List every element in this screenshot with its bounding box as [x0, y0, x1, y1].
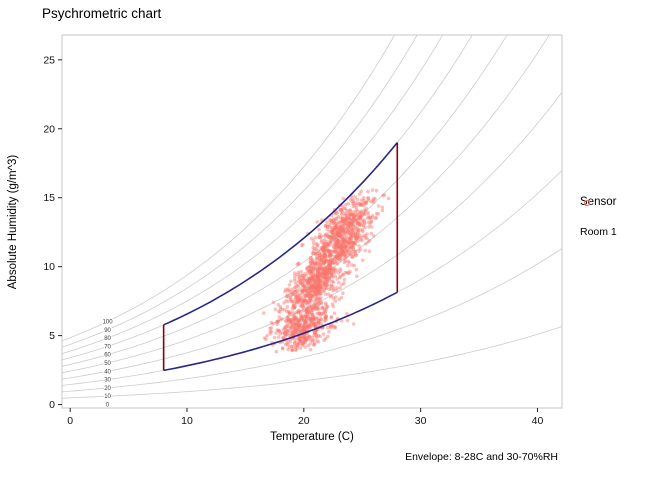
svg-text:5: 5 [49, 330, 55, 342]
legend-point-icon [583, 199, 591, 207]
svg-text:40: 40 [532, 415, 544, 427]
svg-text:30: 30 [104, 378, 111, 384]
svg-text:90: 90 [104, 328, 111, 334]
svg-text:20: 20 [43, 123, 55, 135]
svg-text:100: 100 [103, 319, 114, 325]
svg-text:70: 70 [104, 344, 111, 350]
svg-text:10: 10 [104, 394, 111, 400]
y-axis-label: Absolute Humidity (g/m^3) [7, 154, 19, 290]
svg-text:80: 80 [104, 336, 111, 342]
svg-text:10: 10 [181, 415, 193, 427]
legend-item-label: Room 1 [580, 226, 617, 238]
svg-text:0: 0 [49, 399, 55, 411]
envelope-caption: Envelope: 8-28C and 30-70%RH [405, 451, 558, 463]
svg-text:0: 0 [67, 415, 73, 427]
svg-text:20: 20 [298, 415, 310, 427]
svg-text:30: 30 [415, 415, 427, 427]
svg-text:50: 50 [104, 361, 111, 367]
svg-text:40: 40 [104, 369, 111, 375]
svg-text:10: 10 [43, 261, 55, 273]
chart-title: Psychrometric chart [42, 6, 162, 21]
svg-text:60: 60 [104, 353, 111, 359]
svg-text:20: 20 [104, 386, 111, 392]
legend: Sensor Room 1 [580, 196, 617, 238]
svg-text:15: 15 [43, 192, 55, 204]
legend-item: Room 1 [580, 199, 617, 238]
svg-text:25: 25 [43, 54, 55, 66]
x-axis-label: Temperature (C) [270, 431, 354, 443]
svg-text:0: 0 [106, 403, 110, 409]
